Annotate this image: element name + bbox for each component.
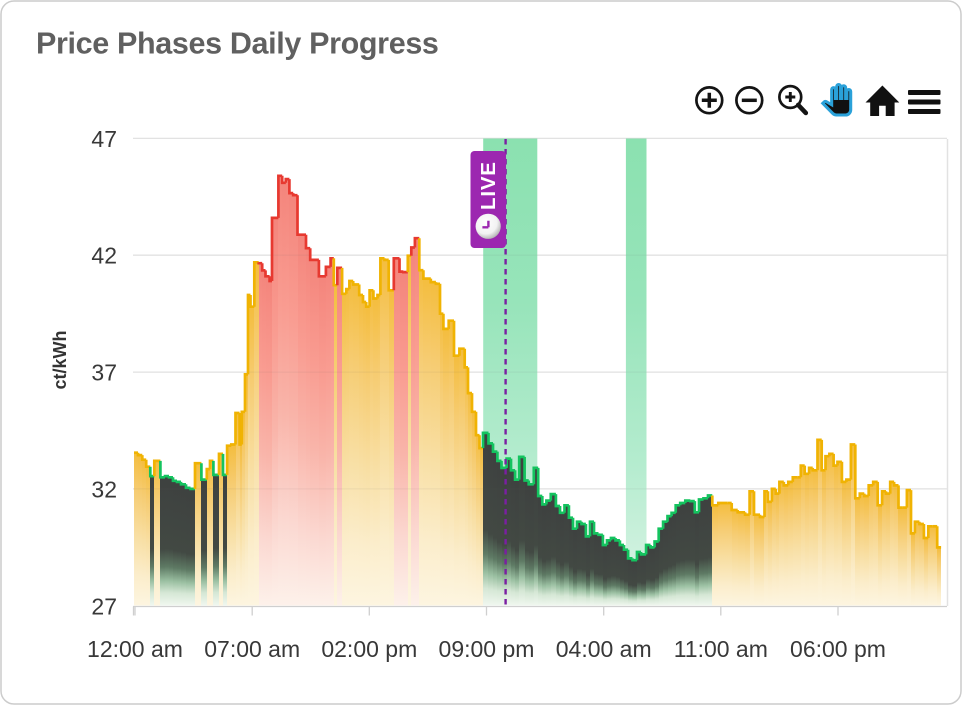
svg-text:06:00 pm: 06:00 pm [790,636,886,662]
svg-text:47: 47 [91,126,117,152]
svg-text:02:00 pm: 02:00 pm [321,636,417,662]
svg-text:42: 42 [91,243,117,269]
svg-text:27: 27 [91,593,117,619]
svg-text:07:00 am: 07:00 am [204,636,300,662]
svg-text:12:00 am: 12:00 am [87,636,183,662]
svg-text:Price Phases Daily Progress: Price Phases Daily Progress [36,27,439,61]
svg-text:32: 32 [91,476,117,502]
svg-text:LIVE: LIVE [477,161,500,210]
svg-text:ct/kWh: ct/kWh [50,330,70,389]
svg-text:04:00 am: 04:00 am [556,636,652,662]
svg-text:11:00 am: 11:00 am [674,636,768,662]
svg-text:37: 37 [91,360,117,386]
svg-text:09:00 pm: 09:00 pm [439,636,535,662]
